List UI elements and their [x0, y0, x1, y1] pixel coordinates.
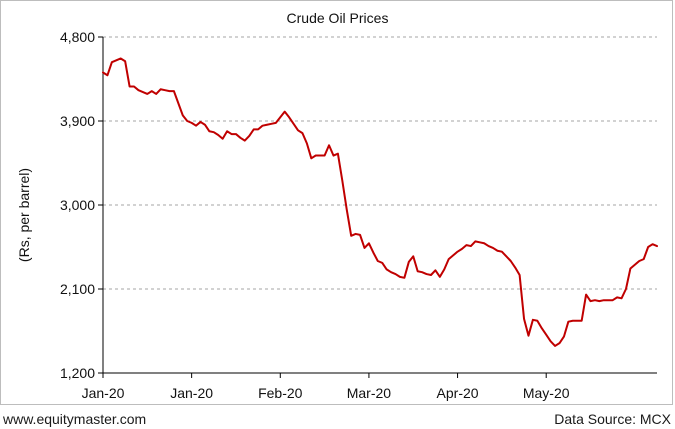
y-tick-label: 3,000 [60, 197, 95, 213]
x-tick-label: Feb-20 [258, 385, 303, 401]
price-line [102, 57, 658, 347]
x-tick-label: May-20 [523, 385, 570, 401]
x-tick-label: Jan-20 [170, 385, 213, 401]
y-tick-label: 2,100 [60, 281, 95, 297]
x-tick-label: Apr-20 [437, 385, 479, 401]
chart-frame [0, 0, 673, 405]
footer-source: Data Source: MCX [554, 411, 671, 427]
x-tick-label: Mar-20 [347, 385, 392, 401]
chart-title: Crude Oil Prices [286, 10, 389, 26]
x-tick-label: Jan-20 [82, 385, 125, 401]
footer-site[interactable]: www.equitymaster.com [3, 411, 147, 427]
y-tick-label: 1,200 [60, 365, 95, 381]
y-tick-label: 4,800 [60, 29, 95, 45]
y-tick-label: 3,900 [60, 113, 95, 129]
